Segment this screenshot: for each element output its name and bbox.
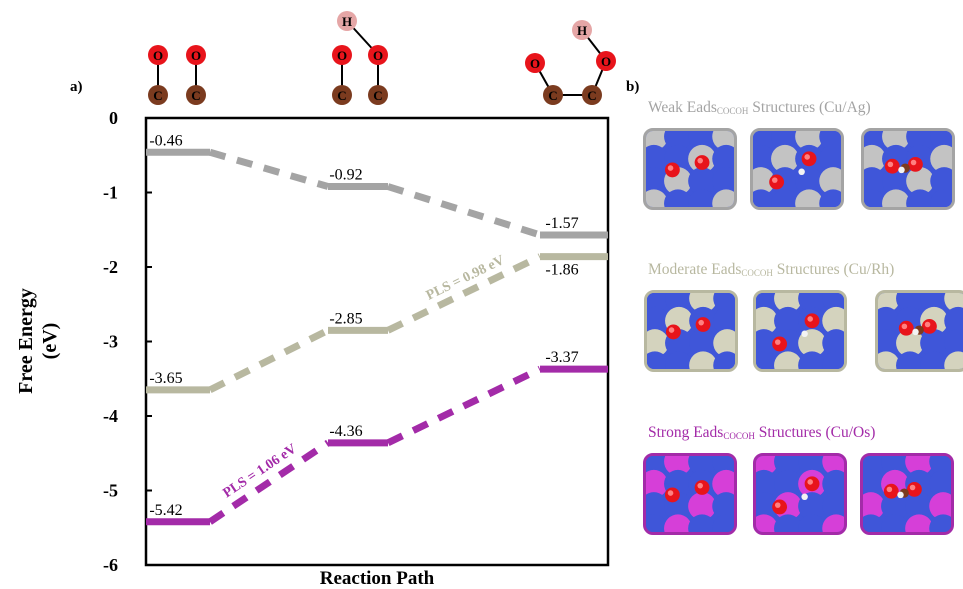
structure-tile bbox=[644, 290, 738, 372]
row-title-subscript: COCOH bbox=[741, 268, 773, 278]
svg-text:(eV): (eV) bbox=[39, 323, 61, 360]
atom-c-label: C bbox=[337, 88, 346, 103]
row-title-text: Moderate Eads bbox=[648, 261, 742, 278]
panel-b-label: b) bbox=[626, 79, 639, 95]
energy-label: -4.36 bbox=[329, 423, 362, 440]
structure-tile bbox=[860, 453, 954, 535]
atom-o-label: O bbox=[337, 48, 347, 63]
molecule-co-coh: H O O C C bbox=[332, 11, 388, 105]
y-axis-label: Free Energy (eV) bbox=[15, 288, 61, 394]
transition-dash bbox=[209, 148, 329, 190]
y-tick-label: -3 bbox=[103, 332, 118, 352]
energy-label: -0.46 bbox=[149, 132, 182, 149]
row-title-suffix: Structures (Cu/Ag) bbox=[748, 99, 871, 116]
panel-b-row-title: Strong EadsCOCOH Structures (Cu/Os) bbox=[648, 424, 875, 442]
atom-c-label: C bbox=[191, 88, 200, 103]
svg-text:Free Energy: Free Energy bbox=[15, 288, 37, 394]
structure-tile bbox=[643, 453, 737, 535]
energy-label: -5.42 bbox=[149, 502, 182, 519]
transition-dash bbox=[208, 439, 330, 525]
y-tick-label: 0 bbox=[109, 108, 118, 128]
energy-label: -0.92 bbox=[329, 167, 362, 184]
row-title-text: Strong Eads bbox=[648, 424, 724, 441]
energy-label: -3.65 bbox=[149, 370, 182, 387]
structure-tile bbox=[753, 453, 847, 535]
energy-label: -2.85 bbox=[329, 310, 362, 327]
atom-c-label: C bbox=[587, 88, 596, 103]
panel-b-row-title: Weak EadsCOCOH Structures (Cu/Ag) bbox=[648, 99, 871, 117]
atom-o-label: O bbox=[153, 48, 163, 63]
atom-o-label: O bbox=[530, 56, 540, 71]
row-title-suffix: Structures (Cu/Rh) bbox=[772, 261, 895, 278]
y-tick-label: -4 bbox=[103, 406, 118, 426]
series-0: -0.46 -0.92 -1.57 bbox=[146, 132, 608, 239]
transition-dash bbox=[208, 327, 330, 394]
atom-h-label: H bbox=[577, 23, 587, 38]
atom-c-label: C bbox=[548, 88, 557, 103]
energy-label: -1.86 bbox=[545, 262, 578, 279]
row-title-text: Weak Eads bbox=[648, 99, 717, 116]
atom-o-label: O bbox=[373, 48, 383, 63]
energy-label: -1.57 bbox=[545, 215, 578, 232]
molecule-cocoh-ring: H O O C C bbox=[525, 20, 616, 105]
y-ticks: 0 -1 -2 -3 -4 -5 -6 bbox=[103, 108, 152, 575]
structure-tile bbox=[753, 290, 847, 372]
structure-tile bbox=[750, 128, 844, 210]
transition-dash bbox=[386, 365, 542, 446]
row-title-subscript: COCOH bbox=[716, 106, 749, 116]
structure-tile bbox=[861, 128, 955, 210]
structure-tile bbox=[875, 290, 963, 372]
transition-dash bbox=[386, 183, 542, 239]
panel-b-row-title: Moderate EadsCOCOH Structures (Cu/Rh) bbox=[648, 261, 894, 279]
molecule-co-co: O O C C bbox=[148, 45, 206, 105]
y-tick-label: -2 bbox=[103, 257, 118, 277]
structure-tile bbox=[643, 128, 737, 210]
atom-c-label: C bbox=[373, 88, 382, 103]
panel-a-label: a) bbox=[70, 79, 83, 95]
y-tick-label: -1 bbox=[103, 183, 118, 203]
transition-dash bbox=[386, 253, 542, 334]
atom-o-label: O bbox=[191, 48, 201, 63]
row-title-suffix: Structures (Cu/Os) bbox=[754, 424, 876, 441]
atom-c-label: C bbox=[153, 88, 162, 103]
x-axis-label: Reaction Path bbox=[320, 568, 435, 589]
y-tick-label: -6 bbox=[103, 555, 118, 575]
atom-h-label: H bbox=[342, 14, 352, 29]
atom-o-label: O bbox=[601, 54, 611, 69]
y-tick-label: -5 bbox=[103, 481, 118, 501]
row-title-subscript: COCOH bbox=[723, 431, 755, 441]
energy-label: -3.37 bbox=[545, 349, 578, 366]
